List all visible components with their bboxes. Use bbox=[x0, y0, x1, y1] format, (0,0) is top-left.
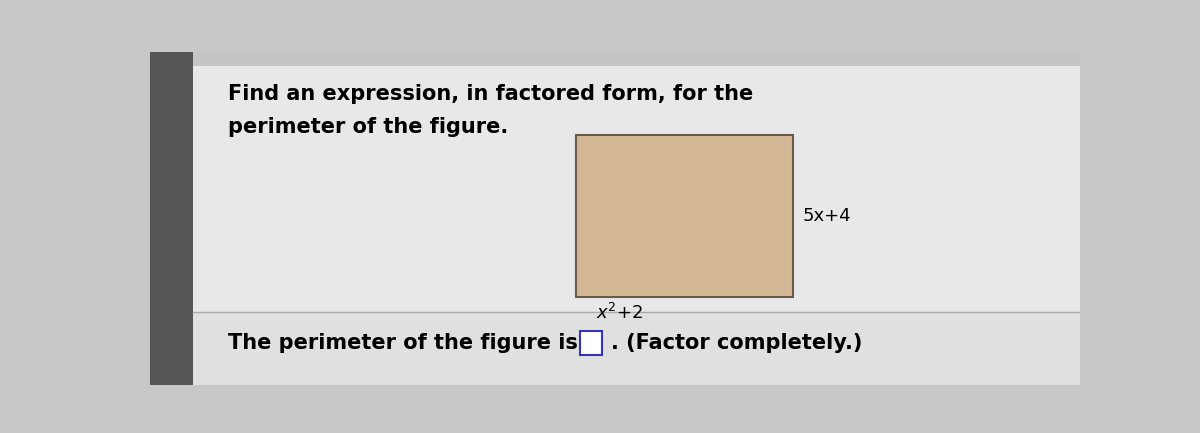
Bar bbox=[576, 135, 793, 297]
Text: . (Factor completely.): . (Factor completely.) bbox=[611, 333, 863, 353]
Text: $x^2$+2: $x^2$+2 bbox=[595, 303, 643, 323]
Text: 5x+4: 5x+4 bbox=[803, 207, 851, 225]
Bar bbox=[150, 52, 193, 385]
Text: The perimeter of the figure is: The perimeter of the figure is bbox=[228, 333, 577, 353]
Bar bbox=[193, 312, 1080, 385]
Bar bbox=[193, 52, 1080, 312]
Bar bbox=[580, 331, 602, 355]
Text: Find an expression, in factored form, for the: Find an expression, in factored form, fo… bbox=[228, 84, 752, 104]
Text: perimeter of the figure.: perimeter of the figure. bbox=[228, 117, 508, 137]
Bar bbox=[193, 52, 1080, 66]
